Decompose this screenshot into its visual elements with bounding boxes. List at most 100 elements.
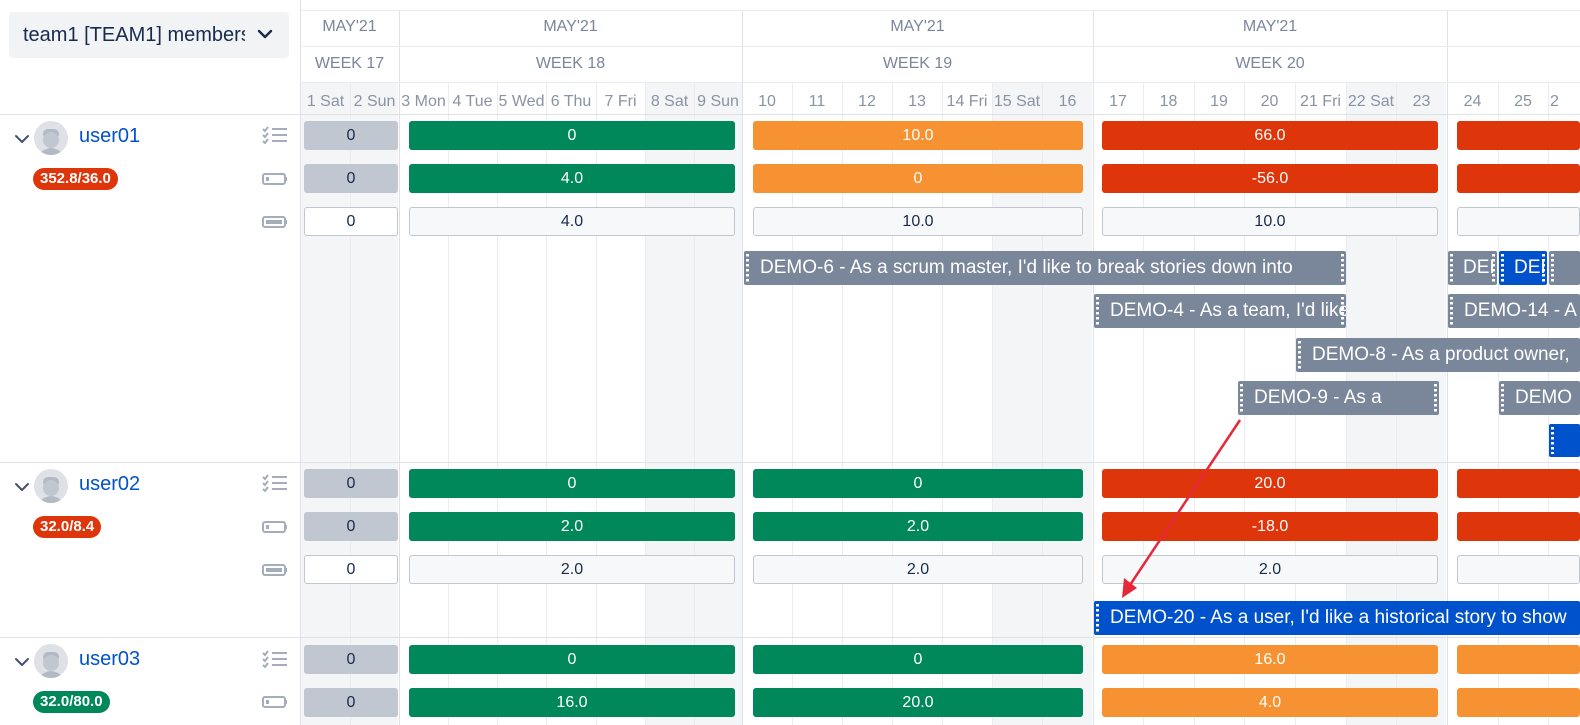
workload-cell[interactable]: 16.0	[1102, 645, 1438, 674]
week-header: WEEK 19	[882, 55, 953, 72]
capacity-cell-partial[interactable]	[1457, 512, 1580, 541]
issue-label: DEMO-4 - As a team, I'd like	[1110, 300, 1346, 321]
capacity-cell[interactable]: 0	[304, 512, 398, 541]
week-header: WEEK 17	[314, 55, 385, 72]
header-divider	[300, 10, 1580, 11]
availability-cell[interactable]: 0	[304, 555, 398, 584]
day-grid-line	[992, 82, 993, 725]
issue-label: DEMO-8 - As a product owner,	[1312, 344, 1570, 365]
day-grid-line	[792, 82, 793, 725]
issue-bar-demo-20[interactable]: DEMO-20 - As a user, I'd like a historic…	[1094, 601, 1580, 635]
issue-bar-demo-9[interactable]: DEMO-9 - As a	[1238, 381, 1439, 415]
user-name[interactable]: user01	[79, 125, 141, 147]
day-header: 2	[1550, 93, 1559, 110]
panel-divider	[300, 0, 301, 725]
availability-cell[interactable]: 10.0	[753, 207, 1083, 236]
avatar	[34, 469, 68, 503]
day-grid-line	[546, 82, 547, 725]
workload-cell[interactable]: 0	[753, 645, 1083, 674]
issue-bar-demo-14[interactable]: DEMO-14 - A	[1448, 294, 1580, 328]
capacity-cell[interactable]: 16.0	[409, 688, 735, 717]
capacity-cell[interactable]: 2.0	[753, 512, 1083, 541]
capacity-cell[interactable]: 0	[753, 164, 1083, 193]
issue-bar-demo-8[interactable]: DEMO-8 - As a product owner,	[1296, 338, 1580, 372]
capacity-cell[interactable]: 2.0	[409, 512, 735, 541]
day-grid-line	[1194, 82, 1195, 725]
availability-cell[interactable]: 2.0	[753, 555, 1083, 584]
day-grid-line	[497, 82, 498, 725]
day-header: 20	[1260, 93, 1279, 110]
team-selector-label: team1 [TEAM1] members	[23, 23, 245, 46]
workload-cell[interactable]: 0	[409, 469, 735, 498]
day-header: 18	[1159, 93, 1178, 110]
capacity-cell[interactable]: -56.0	[1102, 164, 1438, 193]
capacity-cell-partial[interactable]	[1457, 688, 1580, 717]
checklist-icon	[262, 474, 287, 492]
workload-cell-partial[interactable]	[1457, 469, 1580, 498]
day-header: 15 Sat	[993, 93, 1041, 110]
day-grid-line	[942, 82, 943, 725]
workload-cell[interactable]: 0	[304, 121, 398, 150]
availability-cell[interactable]: 2.0	[1102, 555, 1438, 584]
month-header: MAY'21	[322, 18, 377, 35]
issue-bar-demo-4[interactable]: DEMO-4 - As a team, I'd like	[1094, 294, 1346, 328]
availability-cell-partial[interactable]	[1457, 207, 1580, 236]
workload-cell[interactable]: 0	[409, 121, 735, 150]
workload-cell-partial[interactable]	[1457, 645, 1580, 674]
header-divider	[300, 82, 1580, 83]
workload-cell[interactable]: 10.0	[753, 121, 1083, 150]
availability-cell[interactable]: 0	[304, 207, 398, 236]
capacity-cell[interactable]: 0	[304, 688, 398, 717]
battery-full-icon	[262, 564, 287, 576]
availability-cell[interactable]: 4.0	[409, 207, 735, 236]
workload-cell[interactable]: 0	[753, 469, 1083, 498]
day-header: 17	[1109, 93, 1127, 110]
day-header: 3 Mon	[401, 93, 446, 110]
issue-bar[interactable]: DEI	[1448, 251, 1497, 285]
capacity-cell[interactable]: 4.0	[409, 164, 735, 193]
issue-bar-demo-6[interactable]: DEMO-6 - As a scrum master, I'd like to …	[744, 251, 1346, 285]
capacity-cell-partial[interactable]	[1457, 164, 1580, 193]
user-name[interactable]: user03	[79, 648, 141, 670]
availability-cell-partial[interactable]	[1457, 555, 1580, 584]
workload-cell[interactable]: 0	[304, 469, 398, 498]
issue-bar[interactable]	[1549, 424, 1580, 457]
week-header: WEEK 18	[535, 55, 606, 72]
capacity-cell[interactable]: -18.0	[1102, 512, 1438, 541]
capacity-cell[interactable]: 4.0	[1102, 688, 1438, 717]
day-header: 12	[858, 93, 876, 110]
issue-bar[interactable]: DEMO	[1499, 381, 1580, 415]
day-header: 10	[758, 93, 776, 110]
day-grid-line	[596, 82, 597, 725]
workload-cell[interactable]: 20.0	[1102, 469, 1438, 498]
day-grid-line	[694, 82, 695, 725]
day-header: 22 Sat	[1347, 93, 1395, 110]
issue-label: DEMO-9 - As a	[1254, 387, 1382, 408]
capacity-cell[interactable]: 20.0	[753, 688, 1083, 717]
battery-empty-icon	[262, 696, 287, 708]
user-row-user02: user02 32.0/8.4	[0, 465, 300, 637]
checklist-icon	[262, 650, 287, 668]
workload-cell[interactable]: 66.0	[1102, 121, 1438, 150]
team-selector[interactable]: team1 [TEAM1] members	[9, 12, 289, 58]
workload-cell-partial[interactable]	[1457, 121, 1580, 150]
day-grid-line	[645, 82, 646, 725]
chevron-down-icon[interactable]	[12, 477, 32, 497]
user-name[interactable]: user02	[79, 473, 141, 495]
week-divider	[742, 10, 743, 725]
availability-cell[interactable]: 10.0	[1102, 207, 1438, 236]
chevron-down-icon[interactable]	[12, 652, 32, 672]
issue-bar[interactable]	[1549, 251, 1580, 285]
workload-cell[interactable]: 0	[409, 645, 735, 674]
chevron-down-icon[interactable]	[12, 129, 32, 149]
user-row-user03: user03 32.0/80.0	[0, 640, 300, 725]
capacity-cell[interactable]: 0	[304, 164, 398, 193]
issue-bar[interactable]: DEI	[1499, 251, 1547, 285]
chevron-down-icon	[257, 29, 273, 39]
availability-cell[interactable]: 2.0	[409, 555, 735, 584]
header-bottom	[0, 114, 1580, 115]
battery-empty-icon	[262, 173, 287, 185]
workload-cell[interactable]: 0	[304, 645, 398, 674]
workload-badge: 352.8/36.0	[33, 168, 118, 190]
day-grid-line	[1042, 82, 1043, 725]
